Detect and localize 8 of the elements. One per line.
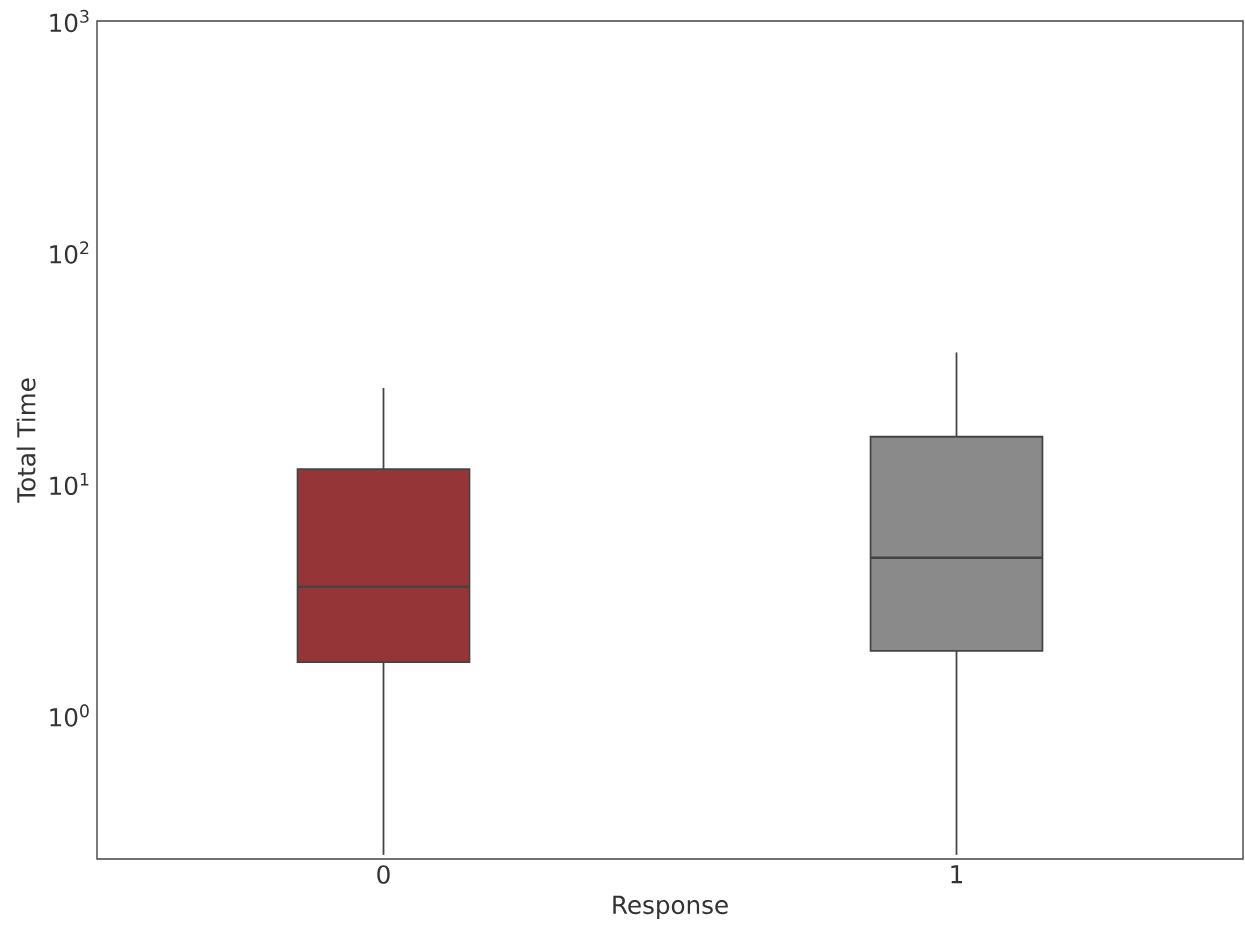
y-axis-title: Total Time bbox=[16, 378, 36, 503]
y-tick-label: 10$^{1}$ bbox=[50, 472, 89, 496]
y-tick-label: 10$^{0}$ bbox=[50, 704, 89, 727]
x-tick-label: 1 bbox=[951, 865, 963, 884]
x-axis-title: Response bbox=[613, 895, 728, 919]
y-tick-label: 10$^{2}$ bbox=[50, 241, 89, 264]
x-tick-label: 0 bbox=[377, 865, 390, 884]
y-tick-label: 10$^{3}$ bbox=[50, 9, 89, 33]
